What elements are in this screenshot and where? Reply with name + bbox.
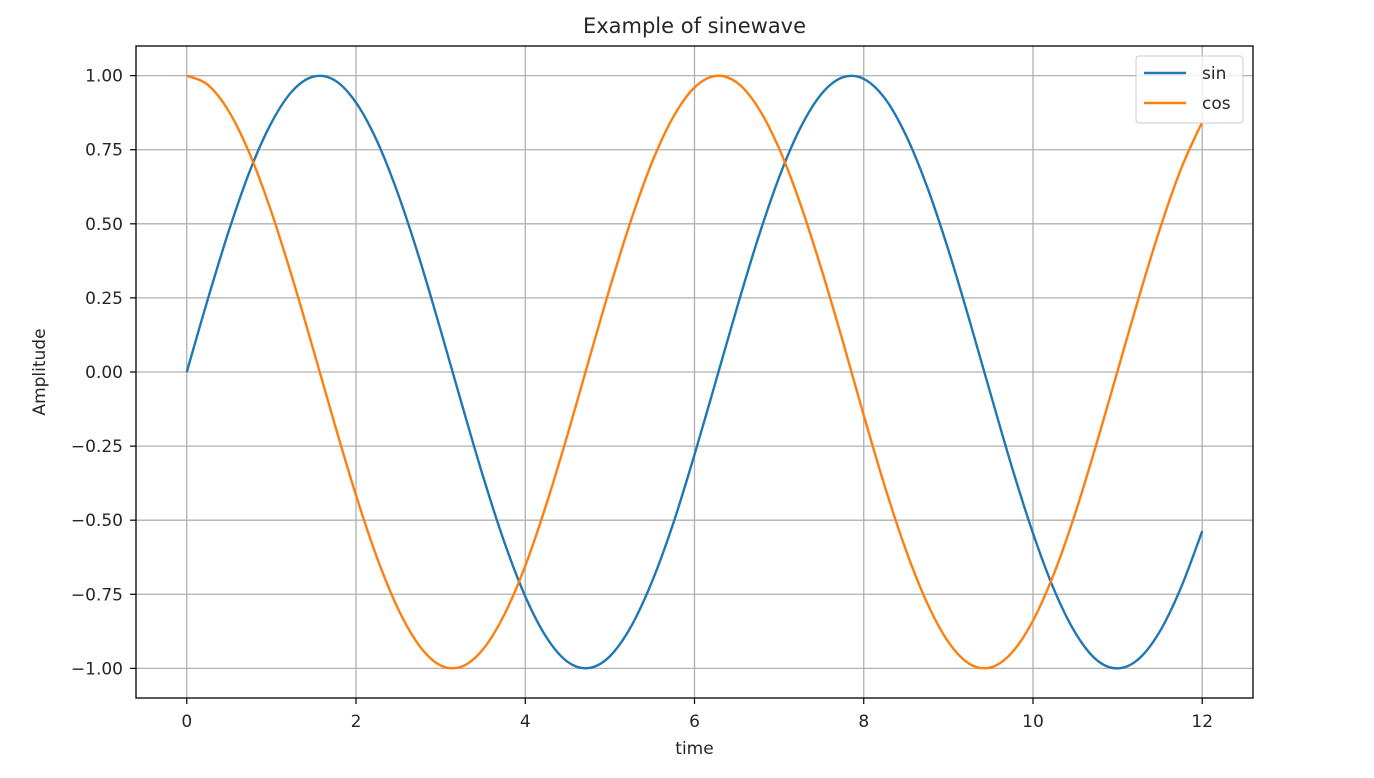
x-tick-label: 4 bbox=[520, 712, 531, 732]
x-tick-label: 2 bbox=[351, 712, 362, 732]
x-tick-label: 10 bbox=[1022, 712, 1044, 732]
x-tick-label: 0 bbox=[181, 712, 192, 732]
series-line-cos bbox=[186, 74, 1204, 670]
y-tick-label: 1.00 bbox=[85, 67, 123, 87]
y-tick-label: −0.50 bbox=[71, 511, 123, 531]
y-tick-label: −0.75 bbox=[71, 585, 123, 605]
x-tick-label: 12 bbox=[1191, 712, 1213, 732]
grid bbox=[136, 46, 1253, 698]
x-axis-ticks: 0 2 4 6 8 10 12 bbox=[181, 698, 1213, 732]
y-axis-ticks: 1.00 0.75 0.50 0.25 0.00 −0.25 −0.50 −0.75 −1.00 bbox=[71, 67, 136, 679]
y-tick-label: −0.25 bbox=[71, 437, 123, 457]
x-tick-label: 8 bbox=[858, 712, 869, 732]
y-tick-label: 0.25 bbox=[85, 289, 123, 309]
y-axis-label: Amplitude bbox=[30, 328, 50, 415]
chart-title: Example of sinewave bbox=[583, 14, 806, 38]
legend: sin cos bbox=[1135, 55, 1244, 124]
series-line-sin bbox=[185, 74, 1204, 670]
legend-label-cos: cos bbox=[1202, 94, 1231, 114]
x-tick-label: 6 bbox=[689, 712, 700, 732]
x-axis-label: time bbox=[675, 739, 713, 759]
y-tick-label: 0.00 bbox=[85, 363, 123, 383]
y-tick-label: 0.75 bbox=[85, 141, 123, 161]
legend-label-sin: sin bbox=[1202, 64, 1226, 84]
series-lines bbox=[185, 74, 1204, 670]
y-tick-label: −1.00 bbox=[71, 659, 123, 679]
y-tick-label: 0.50 bbox=[85, 215, 123, 235]
